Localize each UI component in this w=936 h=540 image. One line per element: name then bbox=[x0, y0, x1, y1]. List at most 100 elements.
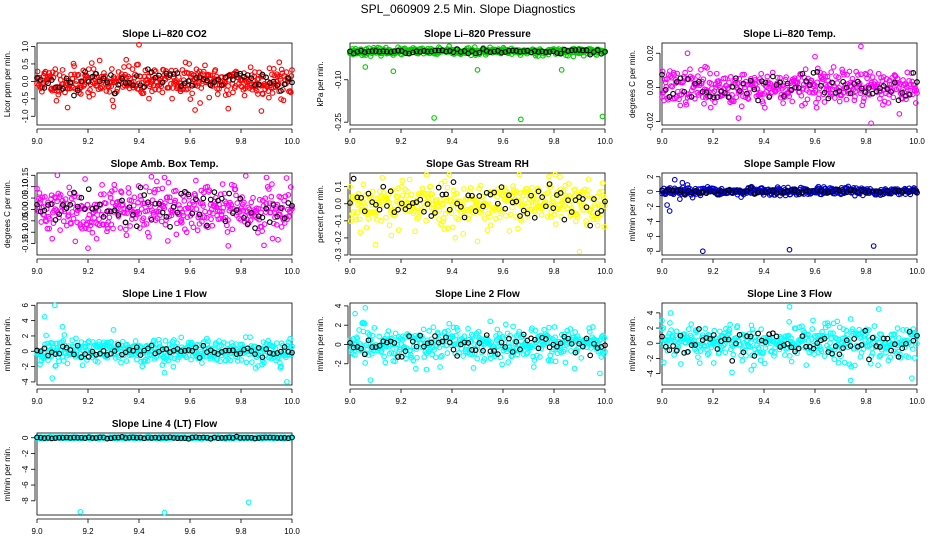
data-point-black bbox=[233, 351, 240, 357]
data-point-black bbox=[435, 47, 442, 54]
x-tick-label: 9.4 bbox=[133, 397, 145, 406]
x-tick-label: 9.8 bbox=[548, 137, 560, 146]
panel-title: Slope Li–820 CO2 bbox=[122, 29, 207, 40]
data-point-black bbox=[847, 187, 854, 193]
data-point-black bbox=[67, 79, 74, 86]
data-point-black bbox=[281, 215, 288, 222]
x-tick-label: 9.0 bbox=[344, 137, 356, 146]
data-point-black bbox=[60, 202, 66, 208]
data-point bbox=[592, 204, 599, 211]
data-point-black bbox=[714, 191, 721, 198]
x-tick-label: 9.4 bbox=[133, 137, 145, 146]
data-point-black bbox=[565, 48, 571, 54]
data-point-black bbox=[398, 200, 405, 207]
data-point bbox=[243, 359, 250, 366]
data-point bbox=[106, 214, 113, 221]
data-point-black bbox=[784, 80, 791, 87]
x-tick-label: 9.0 bbox=[656, 267, 668, 276]
data-point bbox=[191, 201, 197, 208]
data-point bbox=[896, 111, 903, 117]
data-point bbox=[267, 209, 274, 216]
x-tick-label: 9.6 bbox=[184, 267, 196, 276]
data-point bbox=[527, 190, 533, 196]
data-point bbox=[275, 236, 281, 243]
data-point-black bbox=[207, 196, 214, 203]
data-point bbox=[519, 201, 526, 208]
data-point bbox=[224, 229, 231, 235]
data-point bbox=[234, 200, 241, 206]
data-point-black bbox=[274, 213, 281, 220]
data-point-black bbox=[384, 203, 390, 209]
x-tick-label: 9.2 bbox=[82, 267, 94, 276]
data-point-black bbox=[806, 188, 813, 194]
data-point bbox=[769, 69, 776, 76]
data-point bbox=[285, 192, 292, 198]
data-point-black bbox=[218, 82, 225, 89]
data-point-black bbox=[56, 350, 63, 357]
data-point bbox=[225, 83, 231, 89]
data-point-black bbox=[52, 84, 59, 91]
data-point bbox=[839, 66, 845, 73]
data-point bbox=[477, 182, 484, 189]
data-point bbox=[276, 359, 283, 366]
data-point bbox=[93, 235, 100, 242]
data-point bbox=[172, 197, 179, 204]
y-tick-label: 0.02 bbox=[646, 45, 655, 61]
data-point bbox=[492, 351, 499, 357]
data-point-black bbox=[104, 352, 111, 358]
data-point-black bbox=[565, 197, 571, 204]
data-point bbox=[702, 325, 709, 332]
data-point-black bbox=[906, 91, 913, 98]
data-point-black bbox=[226, 190, 233, 197]
data-point bbox=[506, 228, 513, 234]
data-point bbox=[54, 198, 60, 205]
data-point bbox=[789, 98, 796, 105]
outlier-point bbox=[812, 53, 818, 60]
data-point-black bbox=[568, 209, 575, 215]
data-point-black bbox=[159, 79, 166, 86]
data-point bbox=[914, 90, 920, 97]
data-point-black bbox=[60, 85, 66, 92]
data-point bbox=[209, 222, 216, 229]
outlier-point bbox=[487, 318, 494, 325]
y-tick-label: -4 bbox=[21, 465, 30, 473]
data-point-black bbox=[156, 200, 162, 207]
data-point-black bbox=[666, 94, 673, 100]
data-point-black bbox=[520, 48, 527, 55]
data-point-black bbox=[119, 75, 125, 82]
data-point bbox=[497, 354, 504, 361]
data-point-black bbox=[263, 205, 269, 212]
data-point bbox=[532, 327, 539, 334]
panel-3: Slope Li–820 Temp.9.0 9.2 9.4 9.6 9.8 10.0-0.… bbox=[628, 29, 925, 146]
data-point bbox=[352, 213, 359, 220]
plot-frame bbox=[36, 432, 293, 516]
data-point-black bbox=[96, 350, 103, 357]
y-tick-label: -0.02 bbox=[646, 112, 655, 131]
data-point bbox=[903, 96, 909, 103]
data-point-black bbox=[111, 90, 118, 97]
data-point bbox=[214, 85, 220, 92]
data-point-black bbox=[130, 347, 136, 354]
data-point bbox=[453, 190, 460, 197]
data-point-black bbox=[670, 343, 676, 349]
data-point-black bbox=[472, 208, 479, 214]
data-point bbox=[883, 76, 890, 82]
data-point bbox=[361, 320, 368, 327]
data-point-black bbox=[766, 188, 773, 195]
data-point-black bbox=[148, 216, 155, 223]
data-point bbox=[835, 359, 842, 366]
outlier-point bbox=[517, 116, 524, 123]
data-point-black bbox=[115, 341, 122, 348]
outlier-point bbox=[676, 196, 683, 202]
outlier-point bbox=[546, 173, 552, 180]
data-point bbox=[572, 218, 579, 225]
data-point-black bbox=[755, 330, 761, 337]
data-point bbox=[866, 91, 873, 98]
data-point bbox=[389, 335, 395, 341]
data-point bbox=[444, 184, 451, 191]
data-point-black bbox=[707, 93, 713, 100]
data-point-black bbox=[237, 70, 244, 77]
outlier-point bbox=[263, 174, 270, 181]
x-tick-label: 9.8 bbox=[860, 397, 872, 406]
data-point-black bbox=[263, 74, 269, 81]
